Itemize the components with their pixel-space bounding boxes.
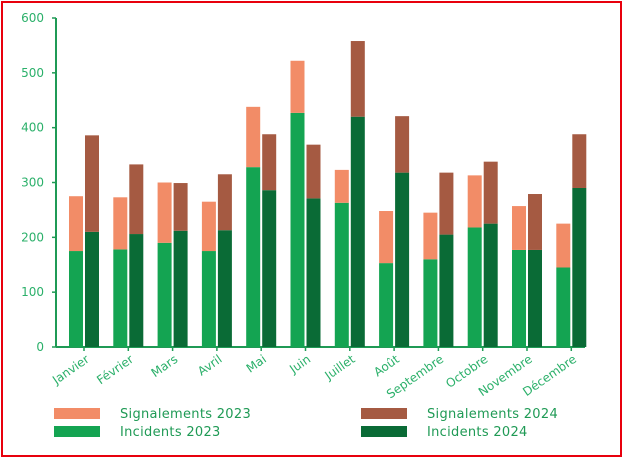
bar-incidents-2023 [246, 167, 261, 347]
legend-swatch [54, 408, 100, 419]
legend-swatch [361, 426, 407, 437]
x-tick-labels: Janvier Février Mars Avril Mai Juin Juillet Aoû… [49, 352, 579, 402]
bar-incidents-2023 [290, 112, 305, 347]
bar-incidents-2024 [217, 230, 232, 347]
bar-incidents-2024 [528, 249, 542, 347]
bar-signalements-2023 [512, 206, 526, 250]
bar-incidents-2024 [350, 116, 365, 347]
bar-incidents-2024 [306, 198, 321, 347]
x-tick-label: Juillet [321, 352, 357, 383]
bar-signalements-2023 [556, 223, 571, 268]
bar-signalements-2024 [483, 161, 498, 224]
bar-incidents-2024 [395, 172, 410, 347]
bar-incidents-2024 [439, 234, 454, 347]
bar-signalements-2024 [572, 134, 587, 188]
bar-incidents-2023 [113, 249, 128, 347]
bar-signalements-2023 [69, 196, 83, 252]
bar-signalements-2024 [528, 194, 542, 250]
bar-incidents-2023 [467, 227, 482, 347]
legend-label: Incidents 2023 [120, 425, 221, 440]
y-tick-label: 200 [21, 230, 44, 244]
y-tick-label: 300 [21, 176, 44, 190]
y-tick-label: 500 [21, 66, 44, 80]
legend-swatch [361, 408, 407, 419]
y-tick-label: 0 [36, 340, 44, 354]
bar-signalements-2023 [334, 169, 349, 203]
bar-signalements-2024 [306, 144, 321, 199]
x-tick-label: Février [94, 352, 136, 387]
x-tick-label: Mai [244, 352, 269, 376]
bar-incidents-2024 [85, 231, 99, 347]
bar-signalements-2024 [129, 164, 144, 235]
bar-incidents-2023 [512, 249, 526, 347]
bar-incidents-2024 [572, 187, 587, 347]
bar-incidents-2023 [334, 202, 349, 347]
bar-signalements-2024 [85, 135, 99, 232]
bar-signalements-2023 [467, 175, 482, 228]
bar-signalements-2023 [423, 212, 438, 260]
bar-signalements-2023 [201, 201, 216, 252]
bar-incidents-2023 [69, 251, 83, 347]
bar-incidents-2023 [157, 242, 172, 347]
bar-incidents-2024 [173, 230, 188, 347]
legend-label: Signalements 2024 [427, 407, 558, 422]
legend-label: Incidents 2024 [427, 425, 528, 440]
bar-signalements-2023 [246, 106, 261, 168]
y-tick-label: 600 [21, 11, 44, 25]
bar-incidents-2024 [483, 223, 498, 347]
bar-signalements-2023 [379, 211, 394, 264]
x-tick-label: Août [371, 352, 402, 379]
bar-incidents-2024 [262, 190, 277, 347]
x-tick-label: Avril [195, 352, 225, 379]
bar-incidents-2023 [201, 251, 216, 347]
bar-signalements-2023 [157, 182, 172, 243]
bar-signalements-2024 [350, 41, 365, 117]
bar-incidents-2023 [556, 267, 571, 347]
chart-bars [69, 41, 587, 347]
x-tick-label: Mars [149, 352, 181, 380]
y-tick-label: 400 [21, 121, 44, 135]
bar-incidents-2023 [423, 259, 438, 347]
x-tick-label: Juin [286, 352, 313, 377]
bar-incidents-2023 [379, 263, 394, 347]
bar-signalements-2024 [217, 174, 232, 231]
bar-signalements-2024 [262, 134, 277, 191]
bar-incidents-2024 [129, 234, 144, 347]
bar-signalements-2023 [113, 197, 128, 250]
bar-signalements-2023 [290, 60, 305, 113]
y-tick-label: 100 [21, 285, 44, 299]
bar-signalements-2024 [395, 116, 410, 173]
legend-label: Signalements 2023 [120, 407, 251, 422]
bar-signalements-2024 [439, 172, 454, 235]
chart-legend: Signalements 2023 Signalements 2024 Incide… [54, 407, 558, 440]
x-tick-label: Janvier [49, 352, 92, 388]
bar-signalements-2024 [173, 183, 188, 231]
legend-swatch [54, 426, 100, 437]
